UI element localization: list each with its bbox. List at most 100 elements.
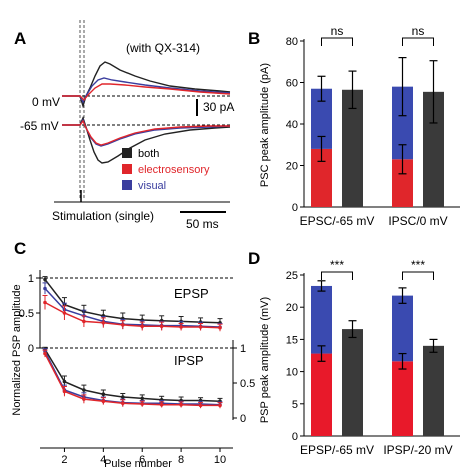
panel-d-category-label-0: EPSP/-65 mV [300,443,374,457]
panel-letter-a: A [14,29,26,48]
panel-c-epsp-point-electrosensory-1 [62,311,67,315]
panel-d-ytick-label-2: 10 [286,367,298,379]
panel-c-epsp-point-electrosensory-0 [43,300,47,305]
panel-b-ytick-label-1: 20 [286,161,298,173]
qx314-annotation: (with QX-314) [126,41,200,55]
panel-a: A (with QX-314) 0 mV -65 mV 30 pA 50 ms … [14,20,234,231]
panel-b-ytick-label-3: 60 [286,78,298,90]
label-0mv: 0 mV [32,95,60,109]
panel-b-bar-both-1 [423,91,444,207]
panel-d-bar-electrosensory-1 [392,361,413,436]
panel-c-epsp-point-electrosensory-2 [82,319,86,324]
panel-c: C Normalized PSP amplitude Pulse number … [11,239,255,470]
panel-b-sig-label-1: ns [412,24,425,38]
panel-c-ipsp-point-electrosensory-6 [159,402,164,407]
panel-d-ylabel: PSP peak amplitude (mV) [259,297,271,423]
legend-swatch-electrosensory [122,164,132,174]
trace-0mv-electro [62,83,231,102]
panel-c-ipsp-point-both-3 [101,392,106,397]
panel-c-epsp-point-electrosensory-6 [159,324,164,329]
panel-c-xtick-label-4: 10 [214,454,226,466]
panel-c-ipsp-point-both-2 [82,388,86,392]
panel-c-left-tick-label-2: 0 [28,343,34,355]
panel-c-epsp-point-electrosensory-5 [140,324,145,329]
panel-b-sig-bracket-0 [321,37,353,46]
panel-letter-d: D [248,249,260,268]
panel-c-epsp-point-visual-0 [43,286,47,291]
panel-c-xtick-label-1: 4 [100,454,106,466]
panel-b-bar-visual-1 [392,86,413,160]
panel-c-ipsp-point-electrosensory-4 [120,401,125,406]
ipsp-label: IPSP [174,353,204,368]
panel-c-epsp-point-electrosensory-3 [101,321,106,325]
scalebar-y-label: 30 pA [203,100,234,114]
panel-c-ipsp-point-both-1 [62,379,67,384]
panel-c-right-tick-label-1: 0.5 [240,378,255,390]
panel-b-ytick-label-4: 80 [286,36,298,48]
panel-d-ytick-label-3: 15 [286,334,298,346]
panel-d: D PSP peak amplitude (mV) 0 5 10 15 20 25 *** E… [248,249,460,457]
panel-c-ipsp-point-electrosensory-2 [82,397,86,401]
legend-swatch-visual [122,180,132,190]
panel-c-ipsp-point-electrosensory-5 [140,402,145,406]
panel-b-category-label-1: IPSC/0 mV [388,214,447,228]
panel-c-ipsp-line-electrosensory [44,353,220,407]
panel-d-bar-both-0 [342,329,363,436]
panel-c-ylabel: Normalized PSP amplitude [11,284,23,415]
panel-b-ytick-label-2: 40 [286,119,298,131]
legend-swatch-both [122,148,132,158]
panel-d-ytick-label-4: 20 [286,302,298,314]
panel-c-epsp-line-visual [44,287,221,328]
panel-d-bar-both-1 [423,345,444,436]
panel-c-epsp-point-electrosensory-4 [120,323,125,327]
panel-b: B PSC peak amplitude (pA) 0 20 40 60 80 ns EPS… [248,24,460,228]
panel-d-sig-label-1: *** [411,258,425,272]
panel-d-category-label-1: IPSP/-20 mV [383,443,452,457]
panel-d-bar-visual-0 [311,285,332,354]
panel-c-xlabel: Pulse number [104,458,172,470]
panel-c-epsp-point-electrosensory-9 [218,325,222,330]
panel-c-ipsp-point-electrosensory-7 [179,402,183,407]
panel-c-ipsp-point-electrosensory-9 [218,403,222,408]
panel-d-sig-bracket-1 [402,271,434,280]
panel-b-bar-electrosensory-0 [311,148,332,207]
legend-label-visual: visual [138,180,166,192]
legend-a: both electrosensory visual [122,148,210,192]
panel-c-right-tick-label-0: 1 [240,343,246,355]
panel-b-bar-visual-0 [311,88,332,149]
panel-c-epsp-point-electrosensory-8 [198,325,203,329]
trace-0mv-visual [62,77,231,104]
panel-d-bar-electrosensory-0 [311,353,332,436]
panel-c-ipsp-point-electrosensory-8 [198,403,203,408]
panel-d-ytick-label-5: 25 [286,270,298,282]
panel-d-sig-label-0: *** [330,258,344,272]
trace-65mv-electro [62,119,230,146]
panel-b-category-label-0: EPSC/-65 mV [300,214,375,228]
panel-c-xtick-label-0: 2 [61,454,67,466]
legend-label-electrosensory: electrosensory [138,164,210,176]
panel-c-ipsp-point-electrosensory-0 [43,351,47,356]
label-65mv: -65 mV [20,119,59,133]
panel-c-epsp-line-both [44,278,221,324]
panel-b-sig-bracket-1 [402,37,434,46]
panel-c-epsp-point-electrosensory-7 [179,325,183,329]
panel-d-ytick-label-0: 0 [292,431,298,443]
panel-b-sig-label-0: ns [331,24,344,38]
panel-c-epsp-line-electrosensory [44,301,221,329]
panel-c-right-tick-label-2: 0 [240,413,246,425]
panel-c-ipsp-point-both-4 [120,395,125,399]
panel-b-ylabel: PSC peak amplitude (pA) [259,63,271,187]
trace-0mv-both [62,61,231,109]
panel-c-ipsp-line-both [44,349,221,402]
panel-c-epsp-point-both-0 [43,277,47,282]
panel-letter-b: B [248,29,260,48]
panel-c-xtick-label-2: 6 [139,454,145,466]
panel-c-left-tick-label-0: 1 [28,273,34,285]
panel-c-ipsp-point-both-5 [140,396,145,401]
panel-b-bar-electrosensory-1 [392,159,413,207]
scalebar-x-label: 50 ms [186,217,219,231]
stimulation-label: Stimulation (single) [52,209,154,223]
panel-c-ipsp-point-electrosensory-1 [62,389,67,394]
panel-b-bar-both-0 [342,89,363,207]
